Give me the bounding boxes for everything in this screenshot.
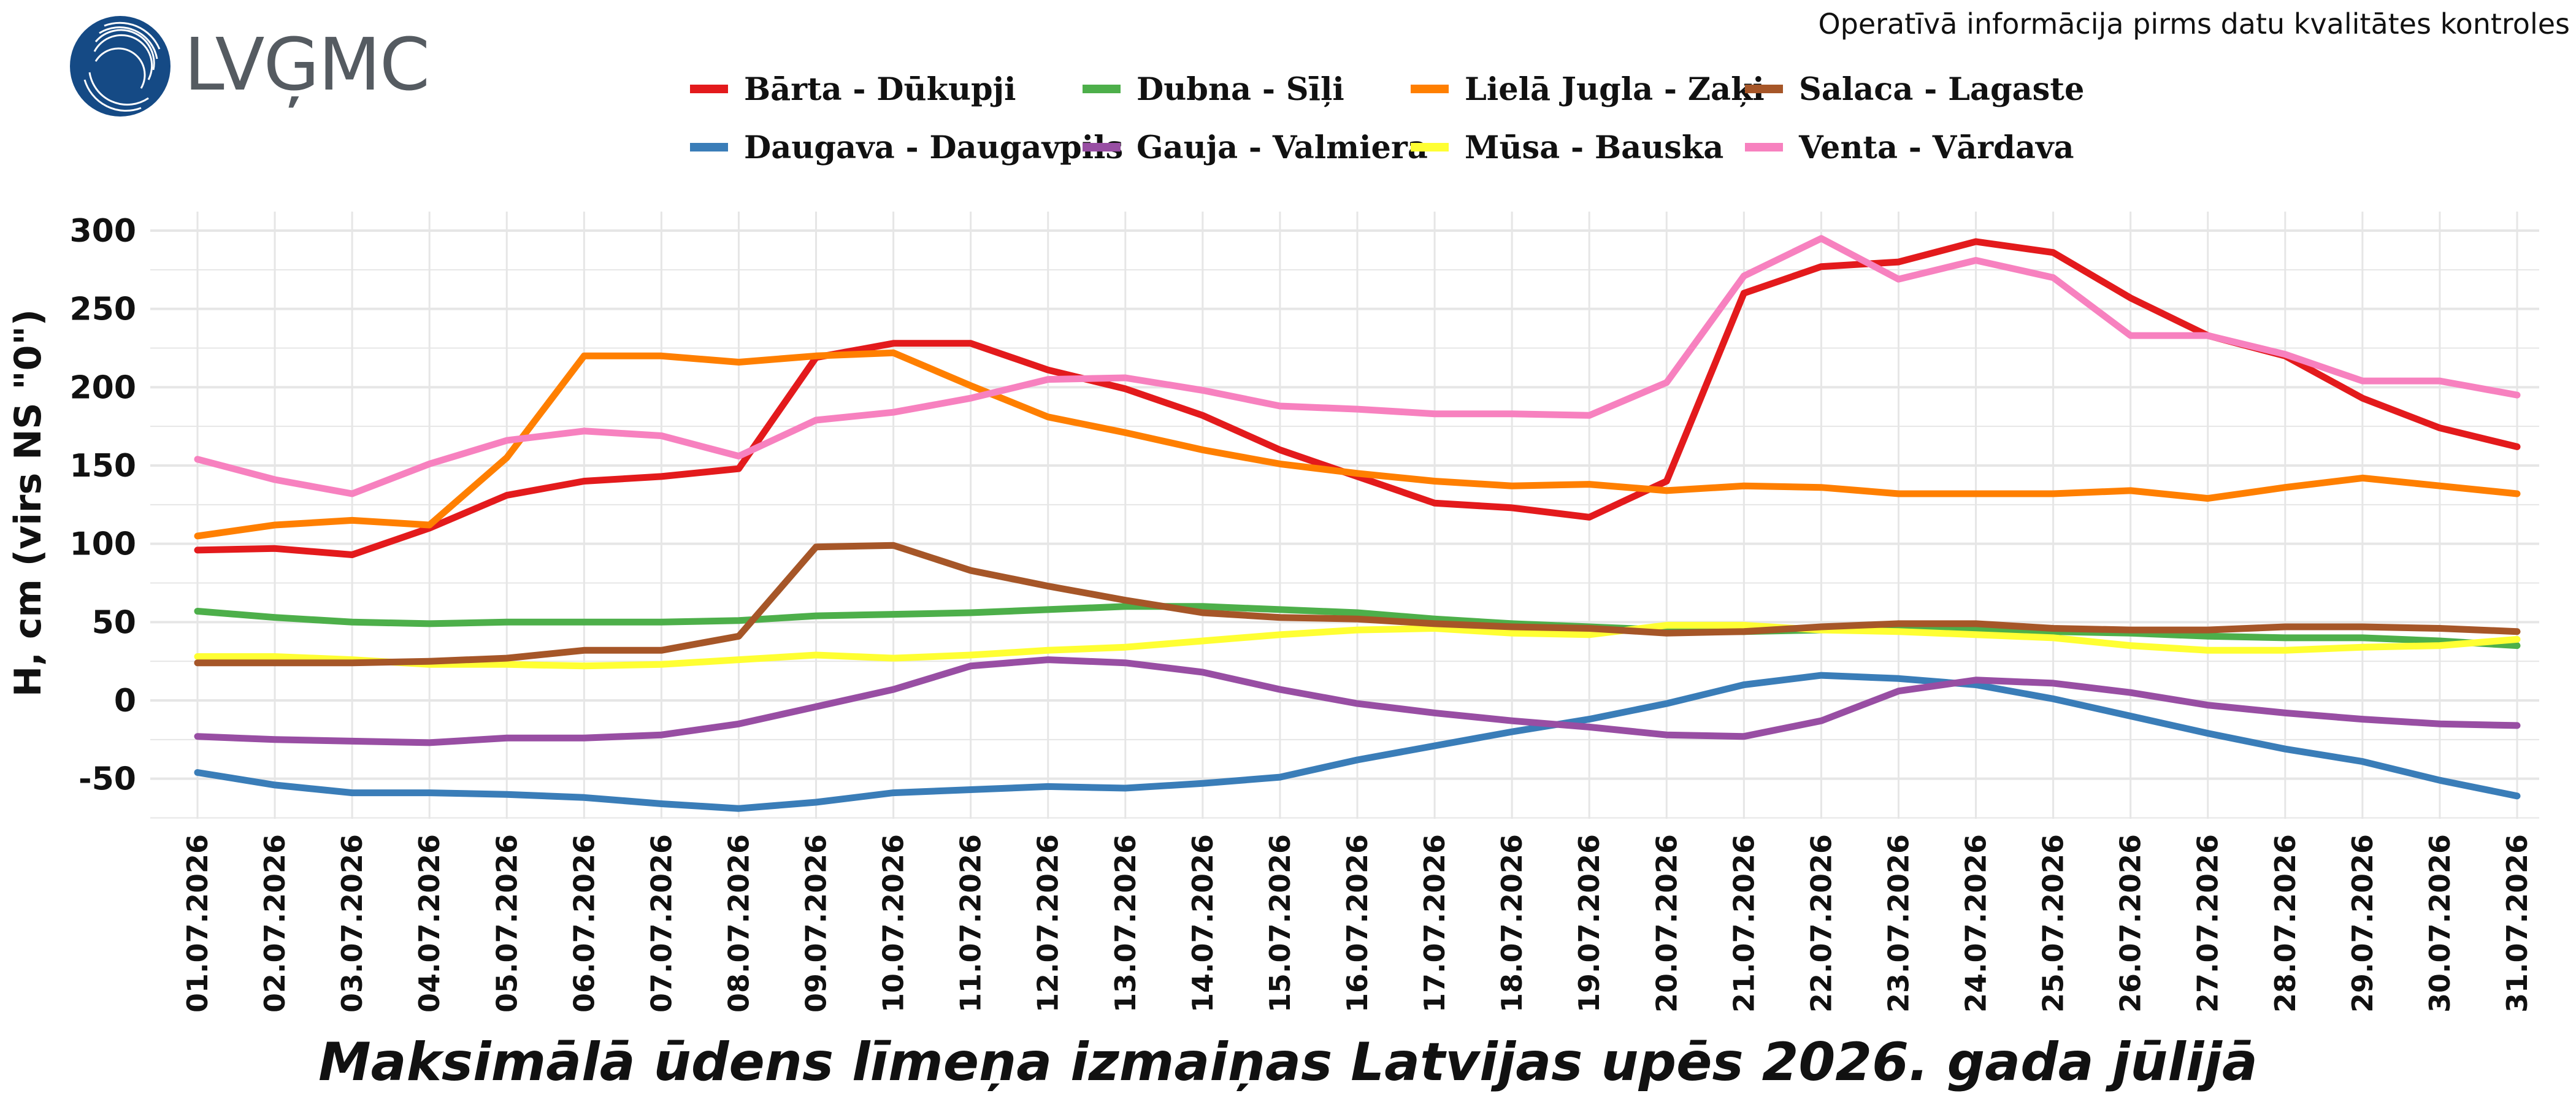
x-tick-label: 29.07.2026 [2346,834,2379,1013]
x-tick-label: 28.07.2026 [2269,834,2302,1013]
y-tick-label: -50 [79,761,136,798]
y-axis-title: H, cm (virs NS "0") [7,309,50,697]
x-tick-label: 05.07.2026 [490,834,523,1013]
x-tick-label: 03.07.2026 [335,834,369,1013]
series-line-5 [194,621,2521,670]
legend-label-3: Gauja - Valmiera [1137,129,1428,166]
x-tick-label: 23.07.2026 [1882,834,1915,1013]
y-tick-label: 150 [69,448,136,485]
x-tick-label: 19.07.2026 [1573,834,1606,1013]
logo-text: LVĢMC [184,22,430,107]
x-tick-label: 30.07.2026 [2423,834,2456,1013]
legend-label-4: Lielā Jugla - Zaķi [1465,71,1765,108]
logo-globe-icon [70,16,171,117]
legend-label-2: Dubna - Sīļi [1137,71,1344,108]
chart-title: Maksimālā ūdens līmeņa izmaiņas Latvijas… [318,1032,2258,1093]
x-tick-label: 09.07.2026 [800,834,833,1013]
x-tick-label: 20.07.2026 [1650,834,1683,1013]
series-line-6 [194,542,2521,667]
x-tick-label: 14.07.2026 [1186,834,1219,1013]
x-tick-label: 24.07.2026 [1960,834,1993,1013]
lvgmc-logo [67,6,411,117]
y-tick-label: 300 [69,213,136,250]
x-tick-label: 27.07.2026 [2191,834,2225,1013]
x-tick-label: 12.07.2026 [1032,834,1065,1013]
y-tick-label: 100 [69,526,136,563]
legend: Bārta - Dūkupji Daugava - Daugavpils Dubna… [690,71,2084,166]
x-tick-label: 01.07.2026 [181,834,214,1013]
series-lines [194,235,2521,812]
x-tick-label: 31.07.2026 [2501,834,2534,1013]
legend-label-6: Salaca - Lagaste [1799,71,2084,108]
series-line-4 [194,349,2521,540]
series-line-7 [194,235,2521,497]
x-tick-label: 07.07.2026 [645,834,678,1013]
legend-label-0: Bārta - Dūkupji [744,71,1016,108]
x-tick-label: 02.07.2026 [258,834,291,1013]
x-tick-label: 26.07.2026 [2114,834,2147,1013]
x-tick-label: 25.07.2026 [2037,834,2070,1013]
chart-grid [150,212,2539,819]
x-tick-label: 04.07.2026 [413,834,446,1013]
x-tick-label: 10.07.2026 [877,834,910,1013]
y-tick-label: 200 [69,369,136,406]
legend-label-7: Venta - Vārdava [1798,129,2074,166]
x-tick-label: 17.07.2026 [1418,834,1451,1013]
data-quality-note: Operatīvā informācija pirms datu kvalitā… [1818,7,2570,40]
x-tick-label: 08.07.2026 [722,834,755,1013]
x-tick-label: 21.07.2026 [1727,834,1760,1013]
x-tick-label: 13.07.2026 [1109,834,1142,1013]
series-line-1 [194,672,2521,812]
x-tick-label: 22.07.2026 [1804,834,1838,1013]
x-tick-label: 15.07.2026 [1263,834,1297,1013]
x-axis-ticks: 01.07.2026 02.07.2026 03.07.2026 04.07.2026… [181,834,2534,1013]
y-tick-label: 50 [92,604,136,641]
y-tick-label: 0 [114,683,136,719]
y-tick-label: 250 [69,291,136,328]
y-axis-ticks: -50 0 50 100 150 200 250 300 [69,213,136,798]
x-tick-label: 06.07.2026 [567,834,600,1013]
legend-label-5: Mūsa - Bauska [1465,129,1723,166]
x-tick-label: 16.07.2026 [1341,834,1374,1013]
legend-label-1: Daugava - Daugavpils [744,129,1123,166]
x-tick-label: 11.07.2026 [954,834,987,1013]
x-tick-label: 18.07.2026 [1495,834,1528,1013]
series-line-3 [194,656,2521,746]
